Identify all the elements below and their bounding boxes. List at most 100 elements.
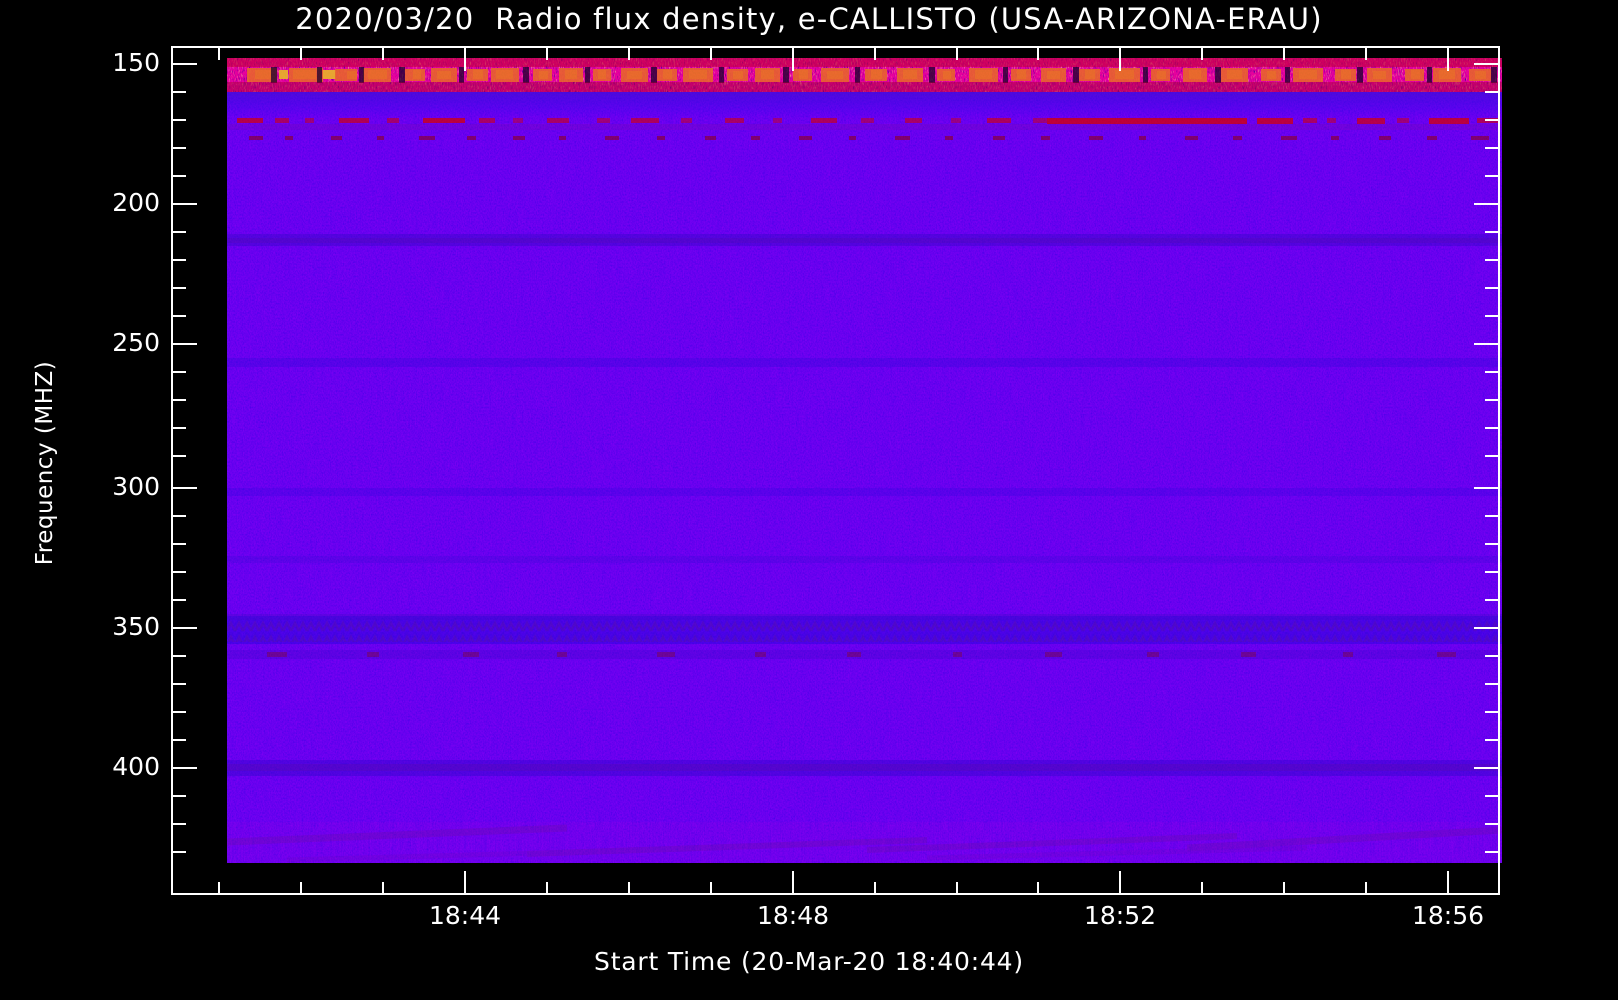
ytick-right-minor [1485, 175, 1498, 177]
ytick-right-minor [1485, 455, 1498, 457]
ytick-minor [173, 175, 186, 177]
xtick-minor [1283, 882, 1285, 895]
xtick-top-minor [874, 47, 876, 60]
ytick-minor [173, 315, 186, 317]
xtick-top-minor [1037, 47, 1039, 60]
ytick-right-major [1474, 203, 1498, 205]
ytick-label-250: 250 [112, 328, 160, 357]
ytick-right-minor [1485, 231, 1498, 233]
ytick-minor [173, 655, 186, 657]
ytick-minor [173, 455, 186, 457]
xtick-top-minor [218, 47, 220, 60]
xtick-top-minor [300, 47, 302, 60]
ytick-right-minor [1485, 427, 1498, 429]
chart-title: 2020/03/20 Radio flux density, e-CALLIST… [295, 2, 1323, 36]
ytick-minor [173, 91, 186, 93]
ytick-minor [173, 119, 186, 121]
xtick-label-1852: 18:52 [1083, 901, 1157, 930]
ytick-minor [173, 287, 186, 289]
ytick-right-major [1474, 487, 1498, 489]
xtick-minor [1037, 882, 1039, 895]
xtick-minor [628, 882, 630, 895]
xtick-minor [710, 882, 712, 895]
ytick-right-minor [1485, 711, 1498, 713]
xtick-minor [382, 882, 384, 895]
ytick-right-minor [1485, 599, 1498, 601]
xtick-top-minor [1201, 47, 1203, 60]
xtick-top-minor [1283, 47, 1285, 60]
ytick-right-major [1474, 767, 1498, 769]
xtick-minor [956, 882, 958, 895]
ytick-right-major [1474, 343, 1498, 345]
ytick-label-300: 300 [112, 472, 160, 501]
ytick-minor [173, 683, 186, 685]
xtick-top-major [1447, 47, 1449, 71]
spectrogram-pixels [227, 58, 1502, 863]
ytick-right-minor [1485, 543, 1498, 545]
ytick-right-minor [1485, 739, 1498, 741]
ytick-right-minor [1485, 571, 1498, 573]
plot-frame [171, 46, 1500, 895]
ytick-minor [173, 371, 186, 373]
spectrogram-image [227, 58, 1502, 863]
ytick-right-major [1474, 63, 1498, 65]
ytick-right-minor [1485, 119, 1498, 121]
xtick-minor [300, 882, 302, 895]
ytick-right-minor [1485, 399, 1498, 401]
xtick-minor [218, 882, 220, 895]
ytick-right-minor [1485, 851, 1498, 853]
ytick-major-200 [173, 203, 197, 205]
ytick-minor [173, 795, 186, 797]
ytick-right-minor [1485, 287, 1498, 289]
xtick-top-minor [546, 47, 548, 60]
ytick-label-150: 150 [112, 48, 160, 77]
ytick-label-200: 200 [112, 188, 160, 217]
xtick-label-1856: 18:56 [1411, 901, 1485, 930]
xtick-top-major [1119, 47, 1121, 71]
ytick-minor [173, 399, 186, 401]
ytick-major-350 [173, 627, 197, 629]
xtick-minor [546, 882, 548, 895]
ytick-minor [173, 571, 186, 573]
ytick-major-300 [173, 487, 197, 489]
ytick-minor [173, 231, 186, 233]
ytick-right-minor [1485, 515, 1498, 517]
ytick-right-minor [1485, 683, 1498, 685]
xtick-top-minor [628, 47, 630, 60]
ytick-right-minor [1485, 371, 1498, 373]
ytick-minor [173, 823, 186, 825]
ytick-minor [173, 147, 186, 149]
x-axis-label: Start Time (20-Mar-20 18:40:44) [594, 947, 1024, 976]
xtick-top-minor [382, 47, 384, 60]
xtick-top-major [792, 47, 794, 71]
xtick-top-minor [710, 47, 712, 60]
ytick-minor [173, 711, 186, 713]
ytick-right-minor [1485, 147, 1498, 149]
ytick-major-250 [173, 343, 197, 345]
xtick-top-major [464, 47, 466, 71]
xtick-minor [874, 882, 876, 895]
xtick-minor [1201, 882, 1203, 895]
xtick-label-1848: 18:48 [756, 901, 830, 930]
ytick-minor [173, 739, 186, 741]
xtick-minor [1365, 882, 1367, 895]
ytick-minor [173, 851, 186, 853]
ytick-right-minor [1485, 823, 1498, 825]
xtick-major-1856 [1447, 871, 1449, 895]
xtick-major-1852 [1119, 871, 1121, 895]
ytick-right-minor [1485, 795, 1498, 797]
ytick-right-minor [1485, 91, 1498, 93]
xtick-major-1848 [792, 871, 794, 895]
ytick-minor [173, 515, 186, 517]
ytick-minor [173, 543, 186, 545]
ytick-major-150 [173, 63, 197, 65]
ytick-minor [173, 427, 186, 429]
xtick-major-1844 [464, 871, 466, 895]
ytick-minor [173, 259, 186, 261]
ytick-minor [173, 599, 186, 601]
y-axis-label: Frequency (MHZ) [32, 360, 58, 566]
ytick-right-major [1474, 627, 1498, 629]
ytick-label-400: 400 [112, 752, 160, 781]
xtick-label-1844: 18:44 [428, 901, 502, 930]
